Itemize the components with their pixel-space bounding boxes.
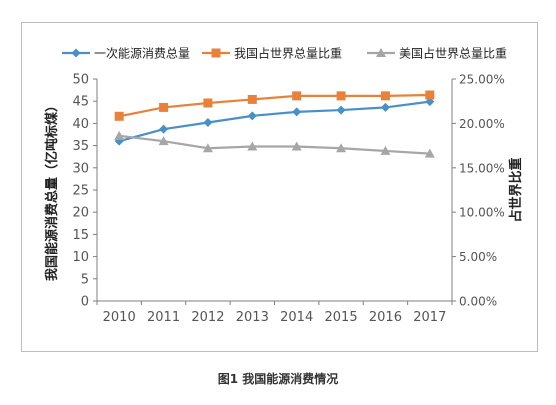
data-point: [159, 102, 169, 112]
data-point: [203, 118, 213, 128]
data-point: [203, 98, 213, 108]
data-point: [202, 143, 213, 153]
series-line-2: [118, 93, 430, 118]
series-line-1: [118, 100, 430, 143]
y-tick-label-left: 35: [72, 139, 89, 154]
x-tick-label: 2015: [325, 310, 358, 325]
y-axis-title-right: 占世界比重: [508, 157, 524, 222]
y-tick-label-left: 45: [72, 95, 89, 110]
data-point: [247, 111, 257, 121]
data-point: [211, 48, 221, 58]
y-tick-label-left: 50: [72, 73, 89, 88]
y-tick-label-left: 0: [81, 295, 89, 310]
y-tick-label-left: 25: [72, 184, 89, 199]
data-point: [380, 102, 390, 112]
y-tick-label-right: 20.00%: [459, 117, 505, 131]
data-point: [292, 107, 302, 117]
y-tick-label-right: 5.00%: [459, 250, 497, 264]
data-point: [425, 90, 435, 100]
data-point: [336, 105, 346, 115]
y-tick-label-left: 5: [81, 272, 89, 287]
legend-label-1: 一次能源消费总量: [94, 47, 190, 61]
y-tick-label-left: 10: [72, 250, 89, 265]
y-tick-label-left: 40: [72, 117, 89, 132]
x-tick-label: 2011: [147, 310, 180, 325]
line-chart: 0 5 10 15 20 25 30 35 40 45 50 0.00% 5.00% 10.00% 15.0…: [44, 46, 524, 326]
x-tick-label: 2013: [236, 310, 269, 325]
data-point: [376, 48, 386, 57]
y-tick-label-right: 25.00%: [459, 73, 505, 87]
data-point: [424, 148, 435, 158]
y-tick-label-left: 30: [72, 161, 89, 176]
series-line-3: [119, 134, 430, 155]
y-tick-label-right: 10.00%: [459, 206, 505, 220]
y-tick-label-left: 15: [72, 228, 89, 243]
data-point: [247, 141, 258, 151]
data-point: [158, 136, 169, 146]
data-point: [291, 141, 302, 151]
data-point: [159, 124, 169, 134]
legend-label-2: 我国占世界总量比重: [234, 46, 342, 61]
x-tick-label: 2010: [103, 310, 136, 325]
figure-caption: 图1 我国能源消费情况: [217, 372, 339, 386]
data-point: [380, 91, 390, 101]
x-tick-label: 2017: [413, 310, 446, 325]
legend-label-3: 美国占世界总量比重: [399, 46, 507, 61]
data-point: [71, 48, 81, 58]
data-point: [380, 145, 391, 155]
data-point: [247, 94, 257, 104]
data-point: [292, 91, 302, 101]
x-tick-label: 2014: [280, 310, 313, 325]
x-tick-label: 2016: [369, 310, 402, 325]
x-tick-label: 2012: [191, 310, 224, 325]
y-tick-label-right: 0.00%: [459, 295, 497, 309]
y-tick-label-left: 20: [72, 206, 89, 221]
data-point: [336, 143, 347, 153]
data-point: [114, 111, 124, 121]
data-point: [114, 130, 125, 140]
chart-frame: 0 5 10 15 20 25 30 35 40 45 50 0.00% 5.00% 10.00% 15.0…: [21, 22, 538, 352]
y-axis-title-left: 我国能源消费总量（亿吨标煤）: [44, 99, 60, 281]
data-point: [336, 91, 346, 101]
y-tick-label-right: 15.00%: [459, 161, 505, 175]
